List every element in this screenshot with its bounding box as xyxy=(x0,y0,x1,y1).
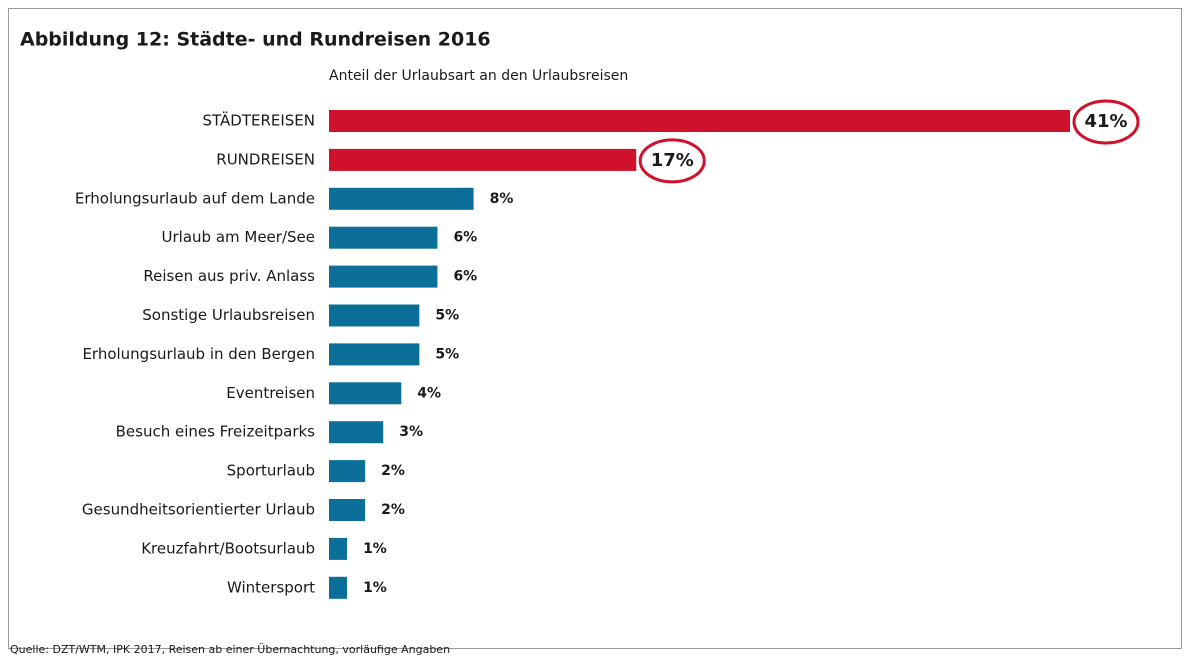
bar xyxy=(329,421,384,444)
category-label: Kreuzfahrt/Bootsurlaub xyxy=(141,539,315,557)
category-label: STÄDTEREISEN xyxy=(202,111,315,130)
value-label: 8% xyxy=(490,191,514,207)
bar xyxy=(329,460,366,483)
chart-title: Abbildung 12: Städte- und Rundreisen 201… xyxy=(20,29,491,51)
value-label: 6% xyxy=(453,269,477,285)
value-label: 2% xyxy=(381,463,405,479)
bar xyxy=(329,110,1070,132)
value-label: 3% xyxy=(399,424,423,440)
frame xyxy=(8,8,1182,649)
category-label: Eventreisen xyxy=(226,384,315,402)
bar xyxy=(329,187,474,210)
source-note: Quelle: DZT/WTM, IPK 2017, Reisen ab ein… xyxy=(10,643,450,656)
value-label: 6% xyxy=(453,230,477,246)
bar xyxy=(329,382,402,405)
value-label: 41% xyxy=(1084,111,1127,132)
category-label: Erholungsurlaub in den Bergen xyxy=(82,345,315,363)
value-label: 1% xyxy=(363,580,387,596)
highlight-circle xyxy=(1072,99,1140,145)
bar xyxy=(329,304,420,327)
bar xyxy=(329,576,348,599)
value-label: 1% xyxy=(363,541,387,557)
category-label: Wintersport xyxy=(227,578,315,596)
value-label: 5% xyxy=(435,346,459,362)
value-label: 17% xyxy=(651,150,694,171)
category-label: Gesundheitsorientierter Urlaub xyxy=(82,501,315,519)
category-label: Erholungsurlaub auf dem Lande xyxy=(75,189,315,207)
chart-subtitle: Anteil der Urlaubsart an den Urlaubsreis… xyxy=(329,68,628,84)
bar xyxy=(329,148,637,171)
bar xyxy=(329,343,420,366)
category-label: Sporturlaub xyxy=(227,462,315,480)
bar xyxy=(329,499,366,521)
category-label: Urlaub am Meer/See xyxy=(162,228,315,246)
bar xyxy=(329,537,348,560)
bar xyxy=(329,265,438,288)
value-label: 2% xyxy=(381,502,405,518)
category-label: Sonstige Urlaubsreisen xyxy=(142,306,315,324)
bar xyxy=(329,226,438,249)
category-label: RUNDREISEN xyxy=(216,150,315,168)
category-label: Besuch eines Freizeitparks xyxy=(116,423,316,441)
value-label: 4% xyxy=(417,385,441,401)
highlight-circle xyxy=(638,138,706,184)
value-label: 5% xyxy=(435,308,459,324)
category-label: Reisen aus priv. Anlass xyxy=(143,267,315,285)
